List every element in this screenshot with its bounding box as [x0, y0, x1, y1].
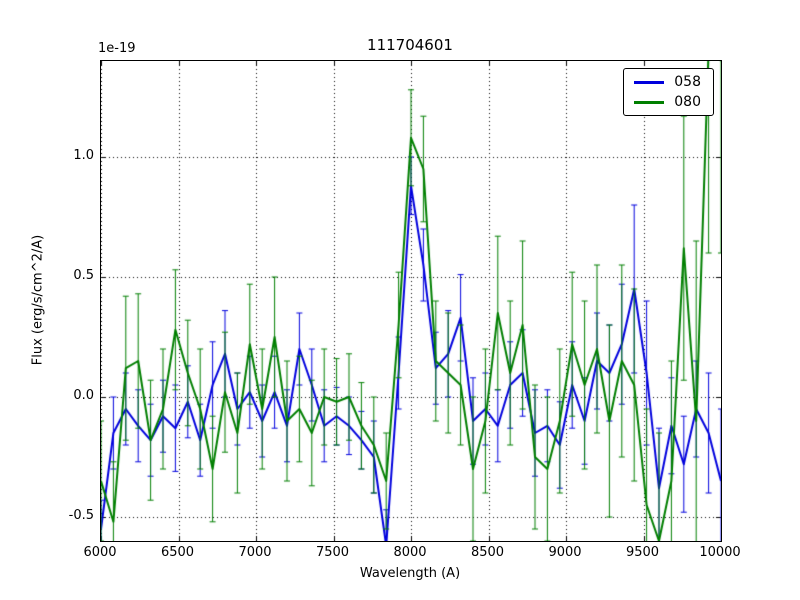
x-tick-label: 8000: [393, 545, 427, 560]
plot-area: 058 080: [100, 60, 722, 542]
x-tick-label: 7000: [238, 545, 272, 560]
x-tick-label: 7500: [315, 545, 350, 560]
y-axis-offset-label: 1e-19: [98, 41, 136, 56]
legend-line-blue: [634, 80, 665, 84]
y-tick-label: 1.0: [73, 148, 94, 163]
x-tick-label: 9500: [625, 545, 660, 560]
x-axis-label: Wavelength (A): [359, 566, 461, 581]
x-tick-label: 9000: [548, 545, 582, 560]
x-tick-label: 6000: [83, 545, 117, 560]
y-axis-label: Flux (erg/s/cm^2/A): [30, 234, 46, 366]
chart-title: 111704601: [367, 36, 453, 54]
y-tick-label: -0.5: [68, 508, 94, 523]
legend-line-green: [634, 100, 665, 104]
legend-item-058: 058: [634, 75, 701, 89]
legend-label-058: 058: [674, 74, 701, 90]
legend: 058 080: [623, 68, 714, 116]
y-tick-label: 0.0: [73, 388, 94, 403]
legend-label-080: 080: [674, 94, 701, 110]
legend-item-080: 080: [634, 95, 701, 109]
y-tick-label: 0.5: [73, 268, 94, 283]
x-tick-label: 10000: [699, 545, 741, 560]
x-tick-label: 8500: [470, 545, 505, 560]
spectrum-canvas: [101, 61, 721, 541]
x-tick-label: 6500: [160, 545, 195, 560]
